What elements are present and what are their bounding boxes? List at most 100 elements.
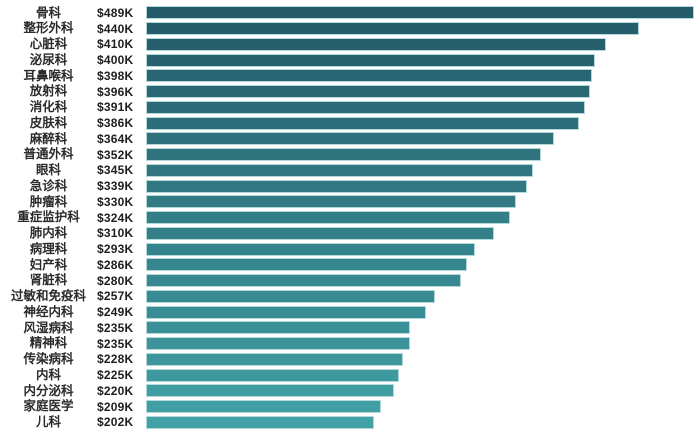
category-label: 神经内科 [23, 304, 74, 319]
chart-row: 消化科 $391K [0, 100, 700, 116]
chart-row: 妇产科 $286K [0, 257, 700, 273]
category-label: 风湿病科 [23, 320, 74, 335]
category-label: 普通外科 [23, 147, 74, 162]
bar [146, 415, 374, 429]
value-label: $440K [97, 21, 134, 36]
bar [146, 384, 394, 398]
bar [146, 100, 585, 114]
chart-rows: 骨科 $489K 整形外科 $440K 心脏科 $410K 泌尿科 $400K 耳鼻喉科 $398… [0, 5, 700, 430]
chart-row: 内科 $225K [0, 367, 700, 383]
value-label: $225K [97, 368, 134, 383]
bar [146, 400, 382, 414]
bar [146, 226, 495, 240]
chart-row: 过敏和免疫科 $257K [0, 289, 700, 305]
bar [146, 258, 468, 272]
category-label: 耳鼻喉科 [23, 68, 74, 83]
category-label: 内分泌科 [23, 383, 74, 398]
category-label: 传染病科 [23, 352, 74, 367]
value-label: $410K [97, 37, 134, 52]
bar-track [146, 69, 692, 83]
chart-row: 内分泌科 $220K [0, 383, 700, 399]
value-label: $330K [97, 194, 134, 209]
bar [146, 132, 555, 146]
value-label: $235K [97, 320, 134, 335]
value-label: $293K [97, 242, 134, 257]
chart-row: 放射科 $396K [0, 84, 700, 100]
bar-track [146, 179, 692, 193]
bar-track [146, 242, 692, 256]
chart-row: 心脏科 $410K [0, 37, 700, 53]
bar-track [146, 415, 692, 429]
bar [146, 289, 435, 303]
chart-row: 泌尿科 $400K [0, 52, 700, 68]
bar-track [146, 321, 692, 335]
value-label: $345K [97, 163, 134, 178]
bar [146, 274, 461, 288]
bar-track [146, 368, 692, 382]
value-label: $339K [97, 179, 134, 194]
chart-row: 耳鼻喉科 $398K [0, 68, 700, 84]
category-label: 消化科 [29, 100, 68, 115]
category-label: 儿科 [35, 415, 61, 430]
category-label: 内科 [35, 367, 61, 382]
bar [146, 242, 476, 256]
value-label: $398K [97, 68, 134, 83]
bar [146, 85, 591, 99]
bar-track [146, 274, 692, 288]
value-label: $352K [97, 147, 134, 162]
category-label: 重症监护科 [17, 210, 80, 225]
chart-row: 肾脏科 $280K [0, 273, 700, 289]
bar [146, 6, 694, 20]
bar-track [146, 22, 692, 36]
bar-track [146, 305, 692, 319]
category-label: 心脏科 [29, 37, 68, 52]
bar-track [146, 258, 692, 272]
bar-track [146, 85, 692, 99]
category-label: 整形外科 [23, 21, 74, 36]
value-label: $228K [97, 352, 134, 367]
bar [146, 211, 510, 225]
chart-row: 肿瘤科 $330K [0, 194, 700, 210]
chart-row: 骨科 $489K [0, 5, 700, 21]
category-label: 过敏和免疫科 [10, 289, 86, 304]
chart-row: 眼科 $345K [0, 163, 700, 179]
value-label: $386K [97, 116, 134, 131]
bar [146, 337, 411, 351]
category-label: 病理科 [29, 241, 68, 256]
category-label: 眼科 [35, 163, 61, 178]
chart-row: 麻醉科 $364K [0, 131, 700, 147]
bar-track [146, 226, 692, 240]
chart-row: 儿科 $202K [0, 415, 700, 431]
bar-track [146, 132, 692, 146]
bar-track [146, 100, 692, 114]
value-label: $489K [97, 5, 134, 20]
bar [146, 69, 593, 83]
chart-row: 肺内科 $310K [0, 226, 700, 242]
bar [146, 195, 517, 209]
bar-track [146, 53, 692, 67]
value-label: $396K [97, 84, 134, 99]
category-label: 肿瘤科 [29, 194, 68, 209]
bar-track [146, 352, 692, 366]
bar [146, 53, 595, 67]
bar [146, 368, 400, 382]
value-label: $280K [97, 273, 134, 288]
category-label: 肺内科 [29, 226, 68, 241]
value-label: $202K [97, 415, 134, 430]
chart-row: 整形外科 $440K [0, 21, 700, 37]
value-label: $220K [97, 383, 134, 398]
bar [146, 22, 640, 36]
bar [146, 116, 579, 130]
category-label: 骨科 [35, 5, 61, 20]
bar [146, 321, 411, 335]
bar [146, 352, 403, 366]
bar [146, 163, 534, 177]
value-label: $209K [97, 399, 134, 414]
value-label: $324K [97, 210, 134, 225]
chart-row: 风湿病科 $235K [0, 320, 700, 336]
bar-track [146, 400, 692, 414]
value-label: $249K [97, 305, 134, 320]
bar-track [146, 337, 692, 351]
bar [146, 148, 542, 162]
